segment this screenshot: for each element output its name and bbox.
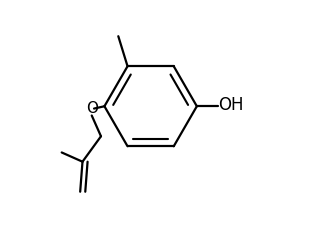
Text: OH: OH <box>218 96 244 114</box>
Text: O: O <box>86 101 98 116</box>
